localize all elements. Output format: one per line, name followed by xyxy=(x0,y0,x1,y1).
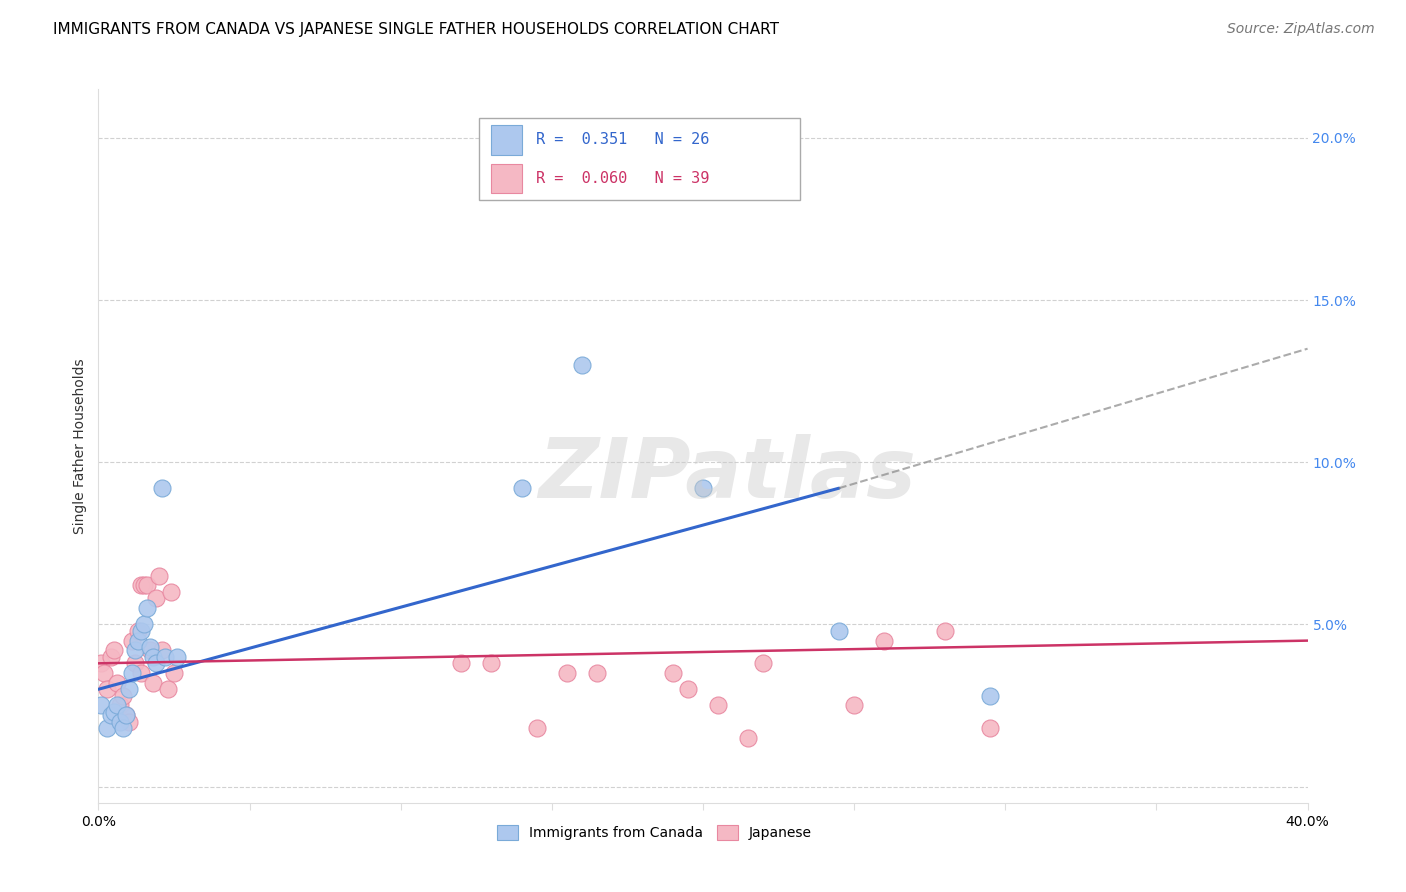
Point xyxy=(124,657,146,671)
Text: IMMIGRANTS FROM CANADA VS JAPANESE SINGLE FATHER HOUSEHOLDS CORRELATION CHART: IMMIGRANTS FROM CANADA VS JAPANESE SINGL… xyxy=(53,22,779,37)
Point xyxy=(129,624,152,638)
FancyBboxPatch shape xyxy=(492,125,522,154)
Point xyxy=(132,578,155,592)
Point xyxy=(124,643,146,657)
Point xyxy=(160,585,183,599)
Point xyxy=(737,731,759,745)
Point xyxy=(979,689,1001,703)
Legend: Immigrants from Canada, Japanese: Immigrants from Canada, Japanese xyxy=(492,820,817,846)
Point xyxy=(510,481,533,495)
Point xyxy=(661,666,683,681)
Point xyxy=(121,666,143,681)
Text: R =  0.351   N = 26: R = 0.351 N = 26 xyxy=(536,132,710,147)
Point xyxy=(153,649,176,664)
Point xyxy=(934,624,956,638)
Point xyxy=(100,649,122,664)
Point xyxy=(96,721,118,735)
Point xyxy=(156,682,179,697)
Point xyxy=(108,698,131,713)
Point xyxy=(163,666,186,681)
Point xyxy=(121,633,143,648)
Point xyxy=(96,682,118,697)
Point xyxy=(526,721,548,735)
Point xyxy=(93,666,115,681)
Text: Source: ZipAtlas.com: Source: ZipAtlas.com xyxy=(1227,22,1375,37)
Text: ZIPatlas: ZIPatlas xyxy=(538,434,917,515)
Point xyxy=(100,708,122,723)
FancyBboxPatch shape xyxy=(479,118,800,200)
Point xyxy=(139,640,162,654)
Point xyxy=(150,481,173,495)
Point xyxy=(129,666,152,681)
Point xyxy=(145,591,167,606)
Point xyxy=(150,643,173,657)
Point xyxy=(114,708,136,723)
Point xyxy=(129,578,152,592)
Point xyxy=(145,657,167,671)
Point xyxy=(873,633,896,648)
Point xyxy=(555,666,578,681)
Point xyxy=(707,698,730,713)
Text: R =  0.060   N = 39: R = 0.060 N = 39 xyxy=(536,171,710,186)
Point xyxy=(979,721,1001,735)
Point xyxy=(692,481,714,495)
Point xyxy=(571,358,593,372)
Point xyxy=(114,708,136,723)
Point xyxy=(166,649,188,664)
Point xyxy=(752,657,775,671)
Point xyxy=(105,698,128,713)
Point xyxy=(105,675,128,690)
Point xyxy=(142,649,165,664)
Y-axis label: Single Father Households: Single Father Households xyxy=(73,359,87,533)
Point xyxy=(90,657,112,671)
Point xyxy=(103,705,125,719)
Point xyxy=(103,643,125,657)
Point xyxy=(135,601,157,615)
Point xyxy=(118,714,141,729)
Point xyxy=(844,698,866,713)
Point xyxy=(108,714,131,729)
Point xyxy=(148,568,170,582)
Point xyxy=(127,633,149,648)
Point xyxy=(127,624,149,638)
Point xyxy=(142,675,165,690)
Point xyxy=(132,617,155,632)
Point xyxy=(135,578,157,592)
Point xyxy=(450,657,472,671)
Point xyxy=(111,689,134,703)
Point xyxy=(139,643,162,657)
Point xyxy=(111,721,134,735)
FancyBboxPatch shape xyxy=(492,164,522,194)
Point xyxy=(481,657,503,671)
Point xyxy=(586,666,609,681)
Point xyxy=(118,682,141,697)
Point xyxy=(90,698,112,713)
Point xyxy=(676,682,699,697)
Point xyxy=(828,624,851,638)
